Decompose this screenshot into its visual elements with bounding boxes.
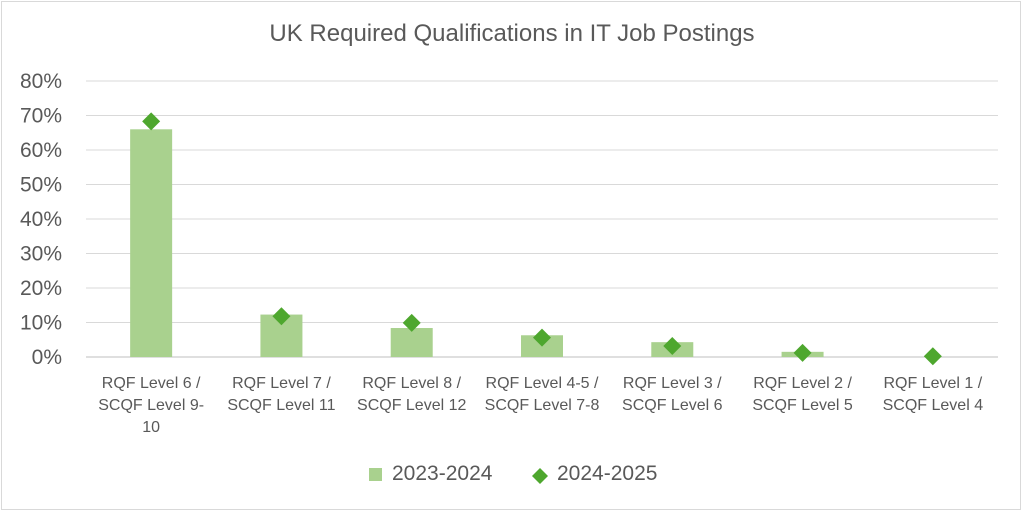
x-tick-label: RQF Level 3 /SCQF Level 6 bbox=[622, 375, 723, 414]
y-tick-label: 60% bbox=[20, 139, 62, 162]
y-tick-label: 0% bbox=[32, 346, 62, 369]
bar bbox=[130, 129, 173, 357]
chart-title: UK Required Qualifications in IT Job Pos… bbox=[269, 20, 755, 47]
y-tick-label: 50% bbox=[20, 174, 62, 197]
marker-point bbox=[793, 343, 812, 362]
y-tick-label: 20% bbox=[20, 277, 62, 300]
x-tick-label: RQF Level 4-5 /SCQF Level 7-8 bbox=[485, 375, 600, 414]
x-tick-label: RQF Level 1 /SCQF Level 4 bbox=[883, 375, 984, 414]
marker-point bbox=[402, 313, 421, 332]
x-tick-label: RQF Level 6 /SCQF Level 9-10 bbox=[98, 375, 204, 436]
marker-point bbox=[663, 336, 682, 355]
y-tick-label: 80% bbox=[20, 70, 62, 93]
x-tick-label: RQF Level 7 /SCQF Level 11 bbox=[227, 375, 335, 414]
y-tick-label: 10% bbox=[20, 312, 62, 335]
y-tick-label: 70% bbox=[20, 105, 62, 128]
legend-label: 2024-2025 bbox=[557, 462, 657, 485]
marker-point bbox=[142, 112, 161, 131]
marker-point bbox=[533, 328, 551, 347]
x-tick-label: RQF Level 2 /SCQF Level 5 bbox=[752, 375, 853, 414]
bar bbox=[390, 328, 433, 357]
x-tick-label: RQF Level 8 /SCQF Level 12 bbox=[357, 375, 466, 414]
y-tick-label: 30% bbox=[20, 243, 62, 266]
marker-point bbox=[272, 307, 291, 326]
legend-label: 2023-2024 bbox=[392, 462, 493, 485]
marker-point bbox=[923, 347, 942, 366]
legend-swatch-bar bbox=[369, 468, 382, 481]
y-tick-label: 40% bbox=[20, 208, 62, 231]
legend-swatch-marker bbox=[532, 468, 548, 484]
